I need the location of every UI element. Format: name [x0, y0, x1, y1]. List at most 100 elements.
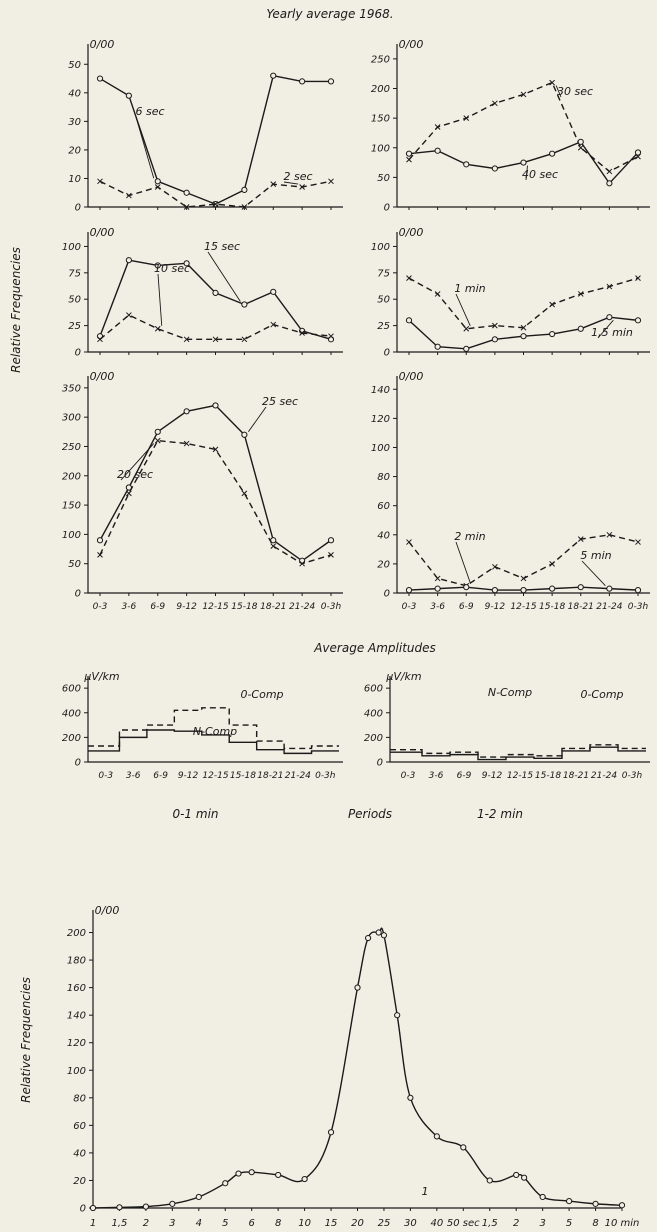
chart-p4-series-line: [408, 277, 639, 330]
chart-b-xtick-label: 6: [249, 1218, 255, 1229]
chart-b-xtick-label: 25: [378, 1218, 391, 1229]
chart-b-point: [248, 1169, 255, 1176]
chart-b-ytick-label: 180: [67, 956, 86, 967]
chart-p4-ytick-label: 0: [384, 348, 390, 359]
chart-p2-point: [463, 115, 470, 121]
chart-b-xtick-label: 8: [275, 1218, 281, 1229]
chart-p5-point: [212, 446, 219, 453]
chart-p4-point: [405, 317, 413, 324]
chart-p1-leader: [135, 116, 155, 179]
chart-b-point: [354, 984, 361, 991]
chart-b-xtick-label: 10 min: [605, 1218, 640, 1229]
chart-p1-point: [212, 201, 219, 207]
chart-p6-point: [463, 584, 470, 591]
chart-b-xtick-label: 1,5: [111, 1218, 127, 1229]
chart-p5-series-label: 25 sec: [262, 395, 298, 408]
chart-p6-leader: [581, 560, 606, 586]
chart-p4-ytick-label: 25: [377, 321, 390, 332]
chart-p4-ytick-label: 75: [377, 268, 390, 279]
chart-p1-unit-label: 0/00: [90, 38, 115, 51]
chart-p3-point: [241, 336, 248, 343]
figure-title: Yearly average 1968.: [266, 7, 393, 21]
chart-p5-point: [270, 543, 277, 549]
chart-a2-xtick-label: 12-15: [507, 771, 533, 781]
chart-p5-xtick-label: 0-3: [93, 602, 108, 612]
chart-a2-xtick-label: 21-24: [591, 771, 617, 781]
chart-a2-series-label: N-Comp: [488, 686, 532, 699]
chart-p6-point: [492, 563, 498, 570]
chart-p5-ytick-label: 100: [62, 530, 81, 541]
chart-p5-point: [97, 552, 103, 558]
chart-b-ytick-label: 140: [67, 1011, 86, 1022]
chart-a1-xtick-label: 18-21: [257, 771, 283, 781]
chart-a2-xtick-label: 15-18: [535, 771, 561, 781]
chart-p1-point: [154, 178, 161, 185]
chart-b-point: [169, 1200, 176, 1207]
chart-p3-point: [183, 260, 190, 267]
chart-p4-point: [463, 345, 470, 352]
chart-p5-unit-label: 0/00: [90, 370, 115, 383]
chart-p4-group: 0 25 50 75 100 0/00 1 min 1,5 min: [371, 226, 650, 359]
chart-p4-point: [577, 291, 584, 297]
chart-a1-xtick-label: 0-3h: [315, 771, 336, 781]
chart-p6-point: [606, 531, 613, 538]
chart-p2-point: [520, 159, 527, 166]
chart-p4-point: [520, 324, 527, 331]
chart-p1-series-label: 6 sec: [135, 105, 164, 118]
chart-p6-ytick-label: 80: [377, 472, 390, 483]
chart-p1-point: [241, 204, 248, 210]
chart-p5-xtick-label: 3-6: [122, 602, 137, 612]
chart-p3-point: [97, 336, 103, 343]
chart-p6-point: [406, 539, 412, 545]
chart-p4-point: [635, 275, 641, 281]
chart-b-point: [327, 1129, 335, 1136]
chart-a1-caption: 0-1 min: [172, 807, 218, 821]
chart-b-point: [375, 929, 382, 936]
chart-b-ytick-label: 160: [67, 983, 86, 994]
chart-p6-point: [520, 575, 527, 582]
chart-b-point: [521, 1174, 528, 1181]
side-label-top: Relative Frequencies: [9, 247, 23, 373]
chart-a1-series-label: 0-Comp: [240, 688, 283, 701]
chart-p4-unit-label: 0/00: [399, 226, 424, 239]
chart-p4-point: [606, 314, 613, 321]
chart-p5-series-line: [99, 404, 332, 562]
chart-p5-xtick-label: 9-12: [176, 602, 197, 612]
chart-b-point: [592, 1200, 599, 1207]
chart-b-point: [275, 1171, 282, 1179]
chart-p3-point: [299, 330, 305, 336]
chart-b-ytick-label: 120: [67, 1038, 86, 1049]
chart-p4-point: [634, 317, 642, 324]
chart-p1-point: [270, 181, 277, 188]
chart-p5-xtick-label: 6-9: [150, 602, 165, 612]
chart-p2-unit-label: 0/00: [399, 38, 424, 51]
chart-b-point: [513, 1171, 520, 1179]
chart-a1-xtick-label: 12-15: [202, 771, 228, 781]
chart-p6-point: [606, 585, 613, 592]
chart-p3-point: [212, 336, 219, 343]
chart-p1-ytick-label: 50: [68, 60, 81, 71]
chart-a1-xtick-label: 0-3: [98, 771, 113, 781]
chart-b-unit-label: 0/00: [95, 904, 120, 917]
chart-p1-leader: [283, 181, 299, 185]
chart-p5-ytick-label: 50: [68, 559, 81, 570]
chart-p6-point: [405, 586, 413, 594]
chart-p6-ytick-label: 60: [377, 501, 390, 512]
chart-b-point: [235, 1170, 242, 1177]
chart-p4-leader: [597, 319, 614, 339]
chart-p3-series-label: 15 sec: [204, 240, 240, 253]
chart-p4-point: [520, 333, 527, 340]
chart-b-series-line: [92, 927, 623, 1209]
chart-p3-point: [212, 289, 219, 296]
chart-p6-xtick-label: 6-9: [459, 602, 474, 612]
chart-p3-series-line: [99, 259, 332, 341]
chart-p3-ytick-label: 75: [68, 268, 81, 279]
chart-b-point: [460, 1144, 467, 1151]
chart-b-point: [486, 1177, 493, 1184]
chart-p2-series-label: 30 sec: [557, 85, 593, 98]
chart-a2-xtick-label: 9-12: [482, 771, 503, 781]
chart-p6-group: 0 20 40 60 80 100 120 140 0/00 0-3 3-6 6-9 9-12 12-15…: [371, 370, 650, 612]
chart-a1-ytick-label: 0: [75, 758, 81, 769]
chart-b-point: [618, 1202, 626, 1209]
